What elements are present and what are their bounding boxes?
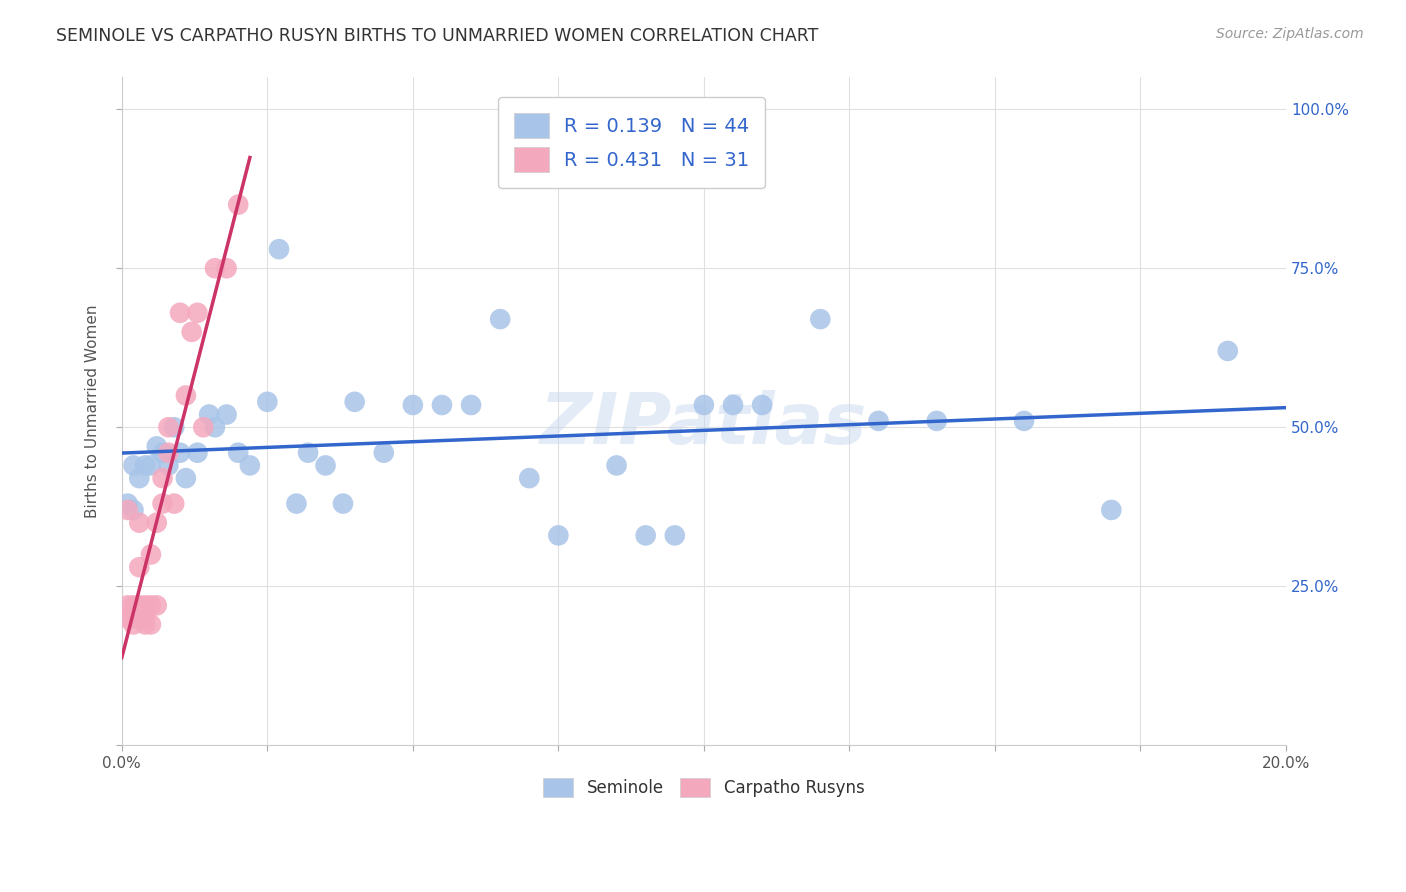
Y-axis label: Births to Unmarried Women: Births to Unmarried Women (86, 304, 100, 518)
Point (122, 617, 145, 632)
Point (128, 599, 150, 613)
Point (174, 388, 197, 402)
Point (117, 497, 139, 511)
Point (402, 398, 425, 412)
Point (157, 446, 180, 460)
Point (139, 599, 162, 613)
Point (122, 611, 145, 625)
Point (163, 497, 186, 511)
Point (226, 197, 249, 211)
Point (186, 446, 208, 460)
Point (152, 471, 174, 485)
Point (122, 599, 145, 613)
Point (157, 420, 180, 434)
Point (693, 398, 716, 412)
Point (152, 446, 174, 460)
Text: ZIPatlas: ZIPatlas (540, 390, 868, 459)
Point (134, 611, 156, 625)
Point (163, 420, 186, 434)
Point (489, 312, 512, 326)
Point (1099, 503, 1122, 517)
Point (117, 611, 139, 625)
Point (134, 617, 156, 632)
Point (721, 398, 744, 412)
Point (925, 414, 948, 428)
Point (868, 414, 890, 428)
Point (157, 458, 180, 473)
Point (128, 611, 150, 625)
Point (134, 458, 156, 473)
Point (256, 394, 278, 409)
Point (267, 242, 290, 256)
Point (343, 394, 366, 409)
Point (332, 497, 354, 511)
Point (204, 261, 226, 276)
Point (117, 599, 139, 613)
Point (145, 516, 167, 530)
Text: SEMINOLE VS CARPATHO RUSYN BIRTHS TO UNMARRIED WOMEN CORRELATION CHART: SEMINOLE VS CARPATHO RUSYN BIRTHS TO UNM… (56, 27, 818, 45)
Point (517, 471, 540, 485)
Point (297, 446, 319, 460)
Point (285, 497, 308, 511)
Point (215, 261, 238, 276)
Text: Source: ZipAtlas.com: Source: ZipAtlas.com (1216, 27, 1364, 41)
Point (186, 306, 208, 320)
Point (751, 398, 773, 412)
Point (145, 599, 167, 613)
Point (139, 617, 162, 632)
Point (547, 528, 569, 542)
Point (373, 446, 395, 460)
Legend: Seminole, Carpatho Rusyns: Seminole, Carpatho Rusyns (537, 772, 872, 804)
Point (315, 458, 337, 473)
Point (152, 497, 174, 511)
Point (117, 503, 139, 517)
Point (215, 408, 238, 422)
Point (606, 458, 628, 473)
Point (174, 471, 197, 485)
Point (128, 516, 150, 530)
Point (226, 446, 249, 460)
Point (198, 408, 221, 422)
Point (1216, 343, 1239, 358)
Point (180, 325, 202, 339)
Point (460, 398, 482, 412)
Point (430, 398, 453, 412)
Point (169, 306, 191, 320)
Point (128, 560, 150, 574)
Point (134, 599, 156, 613)
Point (664, 528, 686, 542)
Point (808, 312, 831, 326)
Point (634, 528, 657, 542)
Point (122, 503, 145, 517)
Point (145, 439, 167, 453)
Point (122, 458, 145, 473)
Point (239, 458, 262, 473)
Point (204, 420, 226, 434)
Point (169, 446, 191, 460)
Point (139, 458, 162, 473)
Point (128, 471, 150, 485)
Point (139, 548, 162, 562)
Point (193, 420, 215, 434)
Point (1012, 414, 1035, 428)
